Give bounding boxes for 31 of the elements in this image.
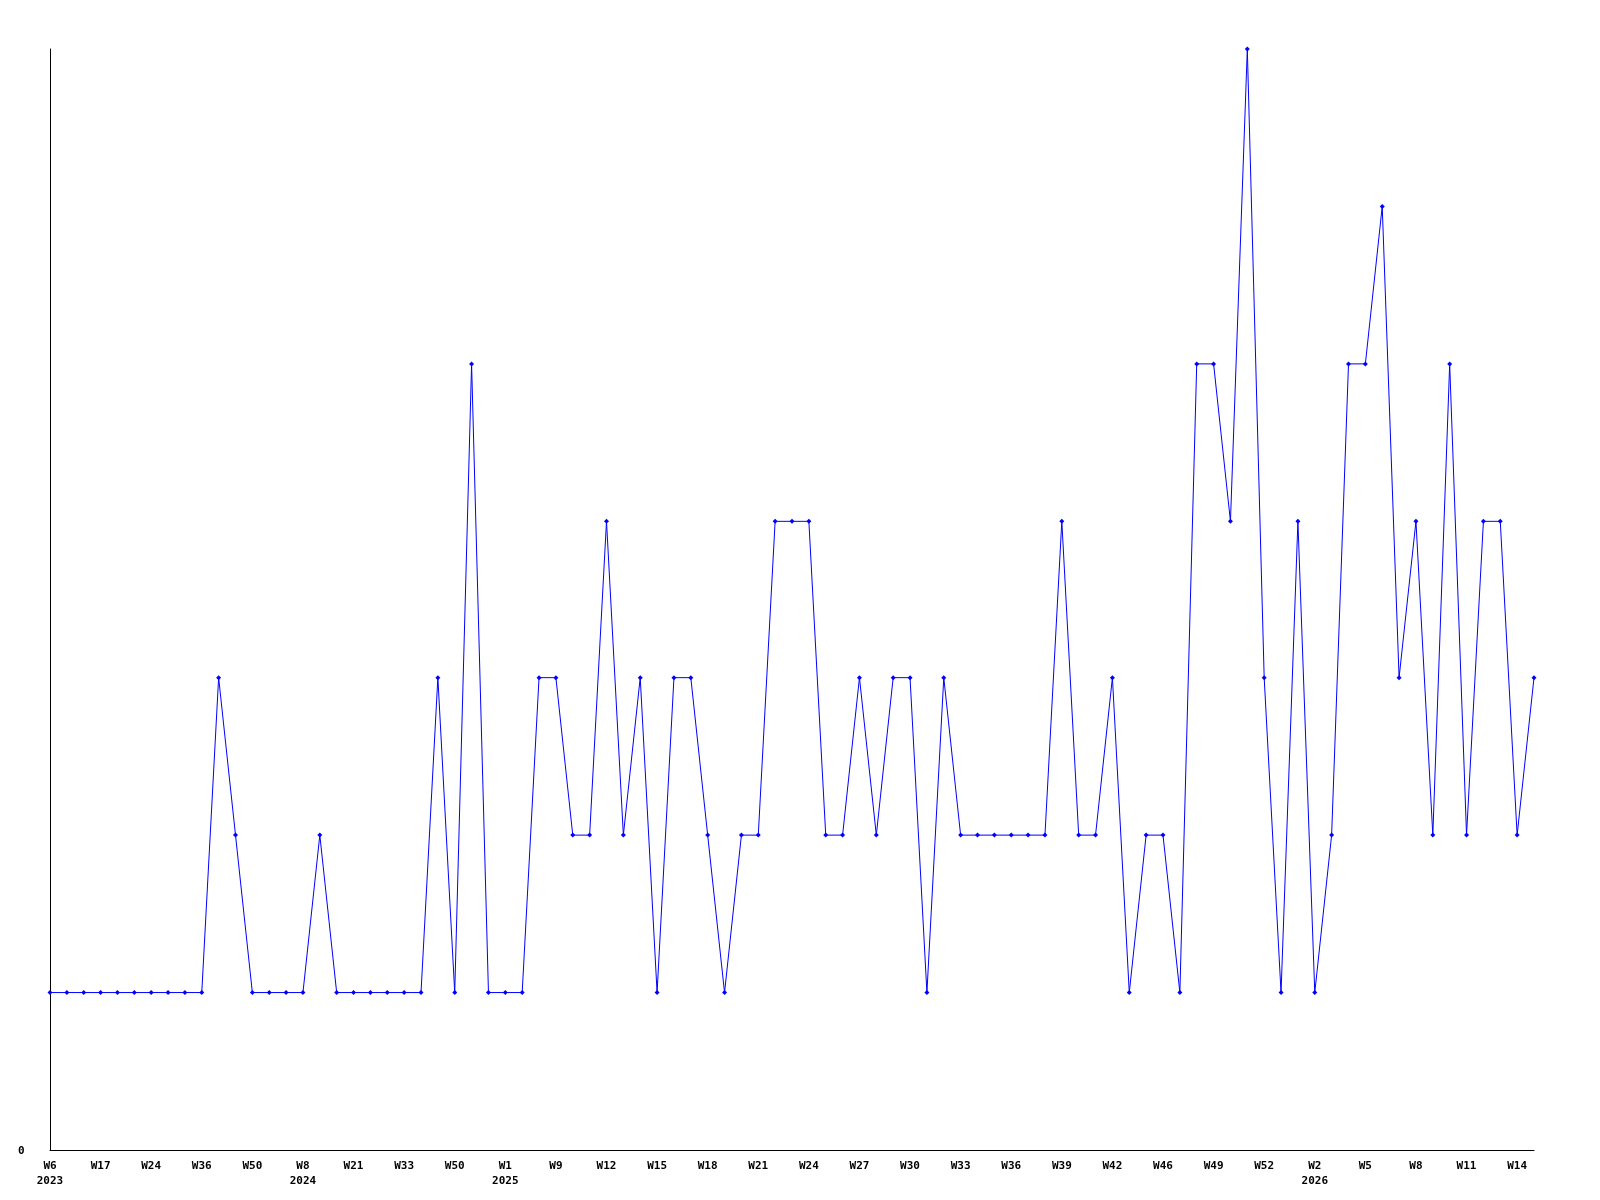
x-tick-label: W17: [90, 1159, 111, 1172]
x-tick-label: W49: [1203, 1159, 1224, 1172]
x-tick-label: W36: [191, 1159, 213, 1172]
x-tick-label: W42: [1102, 1159, 1123, 1172]
x-tick-label: W46: [1153, 1159, 1174, 1172]
x-tick-label: W24: [798, 1159, 820, 1172]
x-tick-label: W1 2025: [492, 1159, 519, 1187]
x-tick-label: W8: [1409, 1159, 1423, 1172]
x-tick-label: W50: [444, 1159, 465, 1172]
x-tick-label: W5: [1358, 1159, 1372, 1172]
x-tick-label: W12: [596, 1159, 617, 1172]
x-tick-label: W30: [900, 1159, 920, 1172]
x-tick-label: W52: [1254, 1159, 1275, 1172]
x-tick-label: W36: [1001, 1159, 1022, 1172]
x-tick-label: W24: [141, 1159, 162, 1172]
x-tick-label: W8 2024: [289, 1159, 317, 1187]
x-tick-label: W33: [950, 1159, 971, 1172]
x-tick-label: W33: [394, 1159, 415, 1172]
text: 0: [18, 1144, 25, 1157]
x-tick-label: W18: [697, 1159, 718, 1172]
x-tick-label: W9: [549, 1159, 563, 1172]
x-tick-label: W50: [242, 1159, 263, 1172]
x-tick-label: W2 2026: [1301, 1159, 1329, 1187]
x-tick-label: W11: [1456, 1159, 1477, 1172]
x-tick-label: W6 2023: [36, 1159, 64, 1187]
x-tick-label: W27: [849, 1159, 870, 1172]
x-tick-label: W15: [647, 1159, 668, 1172]
x-tick-label: W21: [748, 1159, 769, 1172]
x-tick-label: W21: [343, 1159, 364, 1172]
x-tick-label: W14: [1507, 1159, 1528, 1172]
x-tick-label: W39: [1051, 1159, 1072, 1172]
